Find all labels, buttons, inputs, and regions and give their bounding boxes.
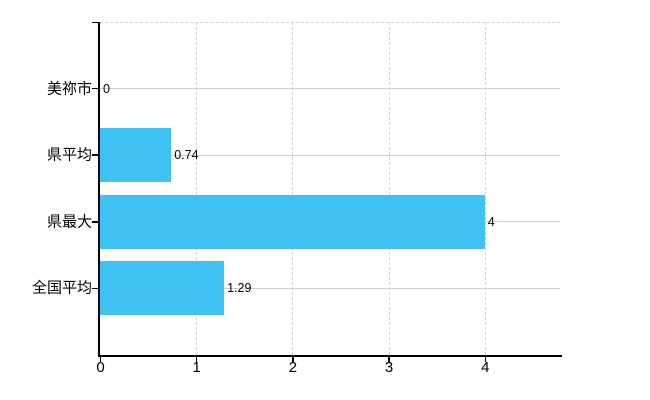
vertical-gridline	[484, 22, 486, 355]
x-tick-label: 4	[481, 359, 490, 376]
bar-value-label: 1.29	[227, 281, 252, 296]
x-axis-line	[98, 355, 562, 357]
category-label: 県平均	[46, 146, 92, 164]
x-tick-label: 1	[192, 359, 201, 376]
x-axis-tick	[195, 357, 198, 362]
horizontal-gridline	[100, 154, 560, 156]
category-label: 全国平均	[31, 279, 92, 297]
horizontal-gridline	[100, 88, 560, 90]
plot-top-border	[100, 22, 560, 23]
bar-県最大	[100, 194, 485, 249]
category-tick	[92, 87, 99, 90]
x-tick-label: 2	[288, 359, 298, 376]
category-tick	[92, 221, 99, 223]
category-label: 美祢市	[46, 80, 92, 98]
bar-value-label: 0.74	[174, 147, 199, 162]
category-label: 県最大	[46, 213, 92, 231]
bar-全国平均	[100, 261, 225, 316]
bar-県平均	[100, 128, 172, 183]
horizontal-gridline	[100, 287, 560, 289]
x-axis-tick	[99, 357, 102, 362]
bar-value-label: 0	[103, 81, 110, 96]
category-tick	[92, 287, 99, 290]
vertical-gridline	[196, 22, 198, 355]
bar-value-label: 4	[487, 214, 495, 229]
category-tick	[92, 154, 99, 156]
vertical-gridline	[292, 22, 294, 355]
x-axis-tick	[292, 357, 294, 362]
x-tick-label: 3	[384, 359, 394, 376]
x-axis-tick	[484, 357, 487, 362]
vertical-gridline	[388, 22, 390, 355]
y-axis-top-tick	[92, 21, 99, 23]
x-tick-label: 0	[96, 359, 105, 376]
x-axis-tick	[388, 357, 390, 362]
y-axis-line	[98, 22, 100, 357]
